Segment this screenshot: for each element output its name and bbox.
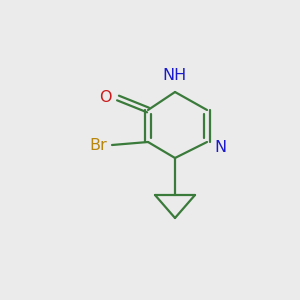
- Text: N: N: [214, 140, 226, 155]
- Text: Br: Br: [89, 137, 107, 152]
- Text: NH: NH: [163, 68, 187, 83]
- Text: O: O: [99, 91, 111, 106]
